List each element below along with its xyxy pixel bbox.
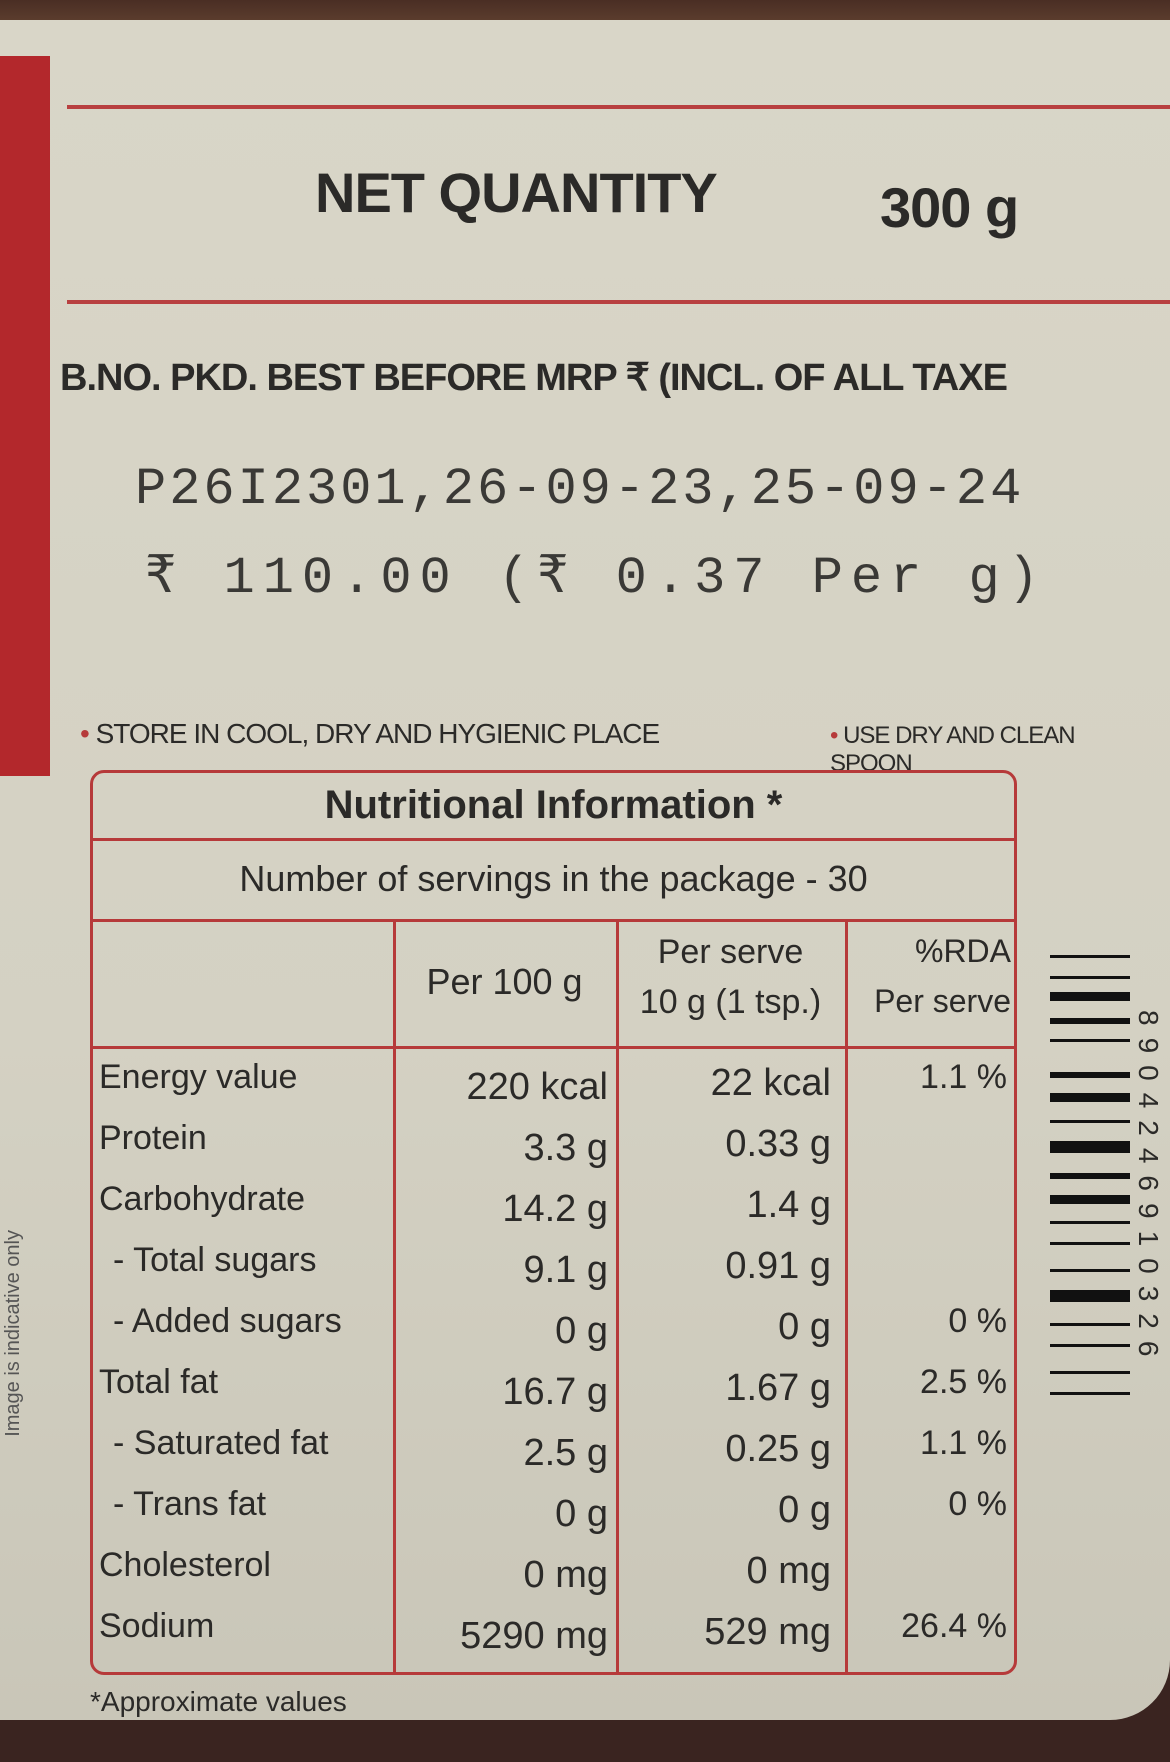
divider xyxy=(67,105,1170,109)
instruction-text: USE DRY AND CLEAN SPOON xyxy=(830,722,1076,777)
nutrition-title: Nutritional Information * xyxy=(324,783,783,827)
value-per-serve: 0.33 g xyxy=(725,1123,831,1165)
nutrient-name: Cholesterol xyxy=(99,1546,271,1584)
barcode-bar xyxy=(1050,976,1130,980)
column-header-serve-size: 10 g (1 tsp.) xyxy=(639,983,822,1021)
nutrient-name: Carbohydrate xyxy=(99,1180,306,1218)
value-per-100g: 220 kcal xyxy=(466,1066,608,1108)
barcode-bar xyxy=(1050,991,1130,1001)
value-per-100g: 2.5 g xyxy=(523,1432,608,1474)
value-rda: 1.1 % xyxy=(920,1424,1007,1462)
nutrient-name: Sodium xyxy=(99,1607,215,1645)
batch-header: B.NO. PKD. BEST BEFORE MRP ₹ (INCL. OF A… xyxy=(60,357,1008,399)
nutrition-table: Nutritional Information * Number of serv… xyxy=(90,770,1017,1675)
value-per-100g: 5290 mg xyxy=(460,1615,608,1657)
red-brand-strip xyxy=(0,56,50,776)
barcode-bar xyxy=(1050,1343,1130,1347)
barcode-bar xyxy=(1050,1391,1130,1395)
value-per-100g: 14.2 g xyxy=(502,1188,608,1230)
barcode-bar xyxy=(1050,1119,1130,1123)
column-header-per-serve: Per serve xyxy=(657,933,804,971)
side-note: Image is indicative only xyxy=(2,1230,24,1437)
value-per-100g: 3.3 g xyxy=(523,1127,608,1169)
value-per-serve: 1.67 g xyxy=(725,1367,831,1409)
value-per-100g: 9.1 g xyxy=(523,1249,608,1291)
barcode-bar xyxy=(1050,1173,1130,1180)
value-per-100g: 0 mg xyxy=(523,1554,608,1596)
servings-count: Number of servings in the package - 30 xyxy=(239,858,868,899)
barcode-bar xyxy=(1050,1194,1130,1204)
barcode-bar xyxy=(1050,1140,1130,1153)
barcode-bar xyxy=(1050,1039,1130,1043)
column-header-rda: %RDA xyxy=(914,933,1011,969)
barcode-bar xyxy=(1050,1071,1130,1078)
barcode-number: 8904246910326 xyxy=(1132,1010,1164,1368)
column-header-per-100g: Per 100 g xyxy=(426,961,583,1002)
barcode-digits: 8904246910326 xyxy=(1133,1010,1164,1369)
value-per-serve: 529 mg xyxy=(704,1611,831,1653)
value-per-serve: 22 kcal xyxy=(710,1062,831,1104)
value-per-100g: 0 g xyxy=(555,1310,608,1352)
value-rda: 0 % xyxy=(948,1302,1007,1340)
footnote: *Approximate values xyxy=(90,1686,347,1717)
nutrient-name: Protein xyxy=(99,1119,207,1157)
nutrient-name: - Saturated fat xyxy=(113,1424,329,1462)
value-per-serve: 0.91 g xyxy=(725,1245,831,1287)
value-per-serve: 0 g xyxy=(778,1306,831,1348)
value-rda: 2.5 % xyxy=(920,1363,1007,1401)
barcode-bar xyxy=(1050,1242,1130,1246)
price-line: ₹ 110.00 (₹ 0.37 Per g) xyxy=(145,549,1047,608)
nutrient-name: Energy value xyxy=(99,1058,298,1096)
column-header-rda-per-serve: Per serve xyxy=(874,983,1011,1019)
barcode-bar xyxy=(1050,1269,1130,1273)
value-rda: 26.4 % xyxy=(901,1607,1007,1645)
value-per-serve: 0.25 g xyxy=(725,1428,831,1470)
barcode-bar xyxy=(1050,1322,1130,1326)
value-per-serve: 1.4 g xyxy=(746,1184,831,1226)
barcode-bar xyxy=(1050,1093,1130,1102)
barcode-bar xyxy=(1050,955,1130,958)
barcode-bar xyxy=(1050,1370,1130,1374)
batch-line-1: P26I2301,26-09-23,25-09-24 xyxy=(135,460,1025,519)
value-rda: 0 % xyxy=(948,1485,1007,1523)
storage-instruction: • STORE IN COOL, DRY AND HYGIENIC PLACE xyxy=(80,718,661,749)
nutrient-name: - Trans fat xyxy=(113,1485,267,1523)
nutrient-name: - Total sugars xyxy=(113,1241,317,1279)
net-quantity-value: 300 g xyxy=(880,176,1019,239)
nutrient-name: Total fat xyxy=(99,1363,219,1401)
barcode-bar xyxy=(1050,1221,1130,1225)
net-quantity-label: NET QUANTITY xyxy=(315,161,718,224)
instruction-text: STORE IN COOL, DRY AND HYGIENIC PLACE xyxy=(95,718,661,749)
value-per-serve: 0 mg xyxy=(746,1550,831,1592)
value-rda: 1.1 % xyxy=(920,1058,1007,1096)
divider xyxy=(67,300,1170,304)
value-per-serve: 0 g xyxy=(778,1489,831,1531)
nutrient-name: - Added sugars xyxy=(113,1302,342,1340)
barcode-bar xyxy=(1050,1018,1130,1025)
barcode-bar xyxy=(1050,1290,1130,1303)
value-per-100g: 16.7 g xyxy=(502,1371,608,1413)
barcode xyxy=(1050,955,1130,1565)
value-per-100g: 0 g xyxy=(555,1493,608,1535)
